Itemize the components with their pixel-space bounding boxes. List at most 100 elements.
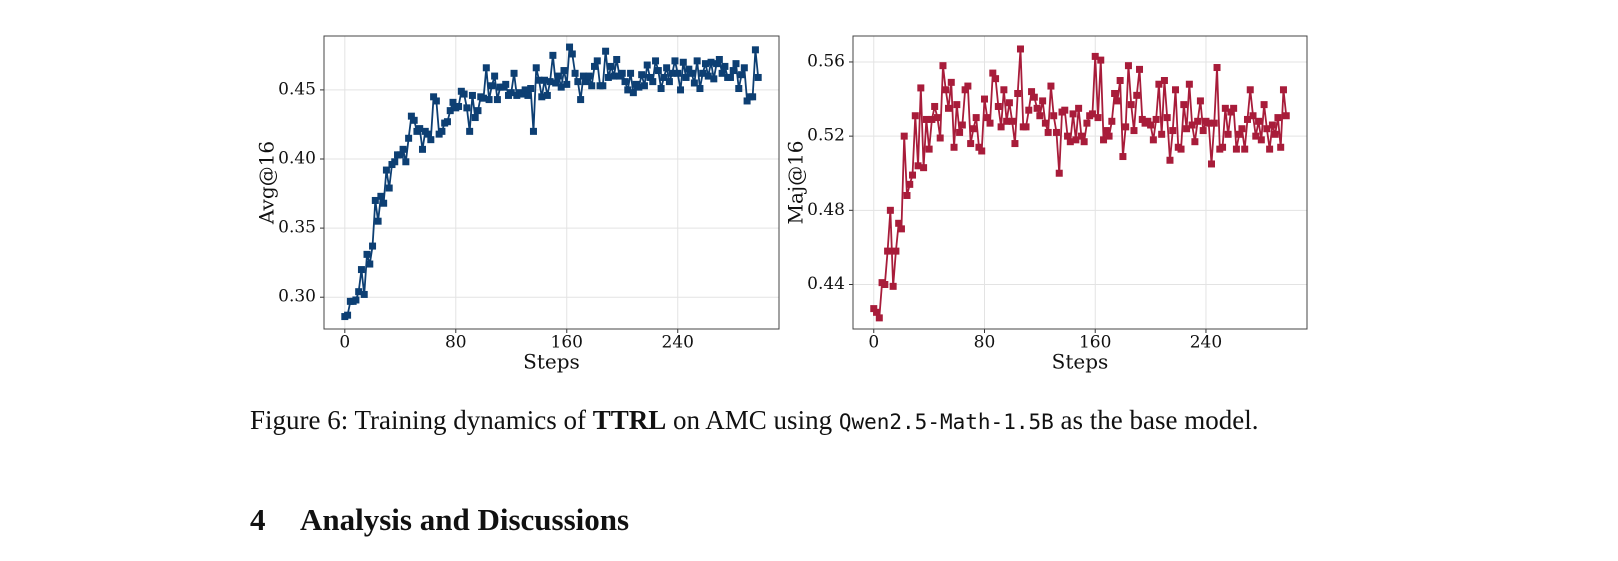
marker bbox=[1241, 145, 1249, 153]
marker bbox=[992, 75, 1000, 83]
marker bbox=[1080, 138, 1088, 146]
marker bbox=[377, 192, 385, 200]
marker bbox=[471, 114, 479, 122]
marker bbox=[749, 93, 757, 101]
marker bbox=[718, 69, 726, 77]
marker bbox=[873, 308, 881, 316]
section-heading: 4 Analysis and Discussions bbox=[250, 502, 629, 538]
marker bbox=[1124, 62, 1132, 70]
marker bbox=[665, 78, 673, 86]
marker bbox=[352, 296, 360, 304]
marker bbox=[1097, 56, 1105, 64]
marker bbox=[983, 114, 991, 122]
x-tick-label: 80 bbox=[974, 333, 996, 353]
marker bbox=[460, 90, 468, 98]
y-axis-label: Avg@16 bbox=[255, 141, 279, 225]
marker bbox=[1169, 127, 1177, 135]
marker bbox=[1050, 112, 1058, 120]
marker bbox=[1138, 115, 1146, 123]
marker bbox=[679, 58, 687, 66]
marker bbox=[1191, 138, 1199, 146]
marker bbox=[729, 67, 737, 75]
marker bbox=[922, 115, 930, 123]
marker bbox=[917, 84, 925, 92]
marker bbox=[344, 311, 352, 319]
marker bbox=[1111, 89, 1119, 97]
marker bbox=[1005, 99, 1013, 107]
marker bbox=[371, 196, 379, 204]
marker bbox=[1011, 140, 1019, 148]
y-tick-label: 0.40 bbox=[278, 149, 316, 169]
marker bbox=[886, 206, 894, 214]
marker bbox=[1008, 117, 1016, 125]
marker bbox=[635, 83, 643, 91]
marker bbox=[707, 58, 715, 66]
marker bbox=[1249, 112, 1257, 120]
marker bbox=[1025, 106, 1033, 114]
marker bbox=[652, 57, 660, 65]
marker bbox=[607, 62, 615, 70]
marker bbox=[754, 73, 762, 81]
marker bbox=[1282, 112, 1290, 120]
marker bbox=[1163, 114, 1171, 122]
marker bbox=[1136, 65, 1144, 73]
marker bbox=[593, 57, 601, 65]
marker bbox=[1255, 117, 1263, 125]
marker bbox=[704, 72, 712, 80]
marker bbox=[1072, 136, 1080, 144]
x-tick-label: 160 bbox=[551, 333, 583, 353]
marker bbox=[480, 94, 488, 102]
marker bbox=[638, 71, 646, 79]
x-tick-label: 240 bbox=[662, 333, 694, 353]
marker bbox=[740, 64, 748, 72]
marker bbox=[1199, 127, 1207, 135]
figure: 0 80 160 240 0.30 0.35 0.40 0.45 Steps Avg@16 0 80 1… bbox=[255, 35, 1308, 374]
marker bbox=[1077, 132, 1085, 140]
marker bbox=[571, 69, 579, 77]
marker bbox=[964, 82, 972, 90]
marker bbox=[1052, 128, 1060, 136]
marker bbox=[997, 123, 1005, 131]
marker bbox=[947, 78, 955, 86]
marker bbox=[1279, 86, 1287, 94]
marker bbox=[527, 85, 535, 93]
marker bbox=[396, 151, 404, 159]
marker bbox=[1268, 121, 1276, 129]
marker bbox=[1041, 119, 1049, 127]
marker bbox=[1094, 114, 1102, 122]
marker bbox=[931, 102, 939, 110]
marker bbox=[407, 112, 415, 120]
y-tick-label: 0.35 bbox=[278, 218, 316, 238]
marker bbox=[1183, 125, 1191, 133]
marker bbox=[660, 73, 668, 81]
marker bbox=[568, 50, 576, 58]
marker bbox=[640, 82, 648, 90]
marker bbox=[621, 78, 629, 86]
marker bbox=[563, 80, 571, 88]
marker bbox=[688, 69, 696, 77]
marker bbox=[591, 62, 599, 70]
marker bbox=[1160, 77, 1168, 85]
marker bbox=[1149, 136, 1157, 144]
marker bbox=[552, 79, 560, 87]
marker bbox=[911, 112, 919, 120]
marker bbox=[468, 91, 476, 99]
y-tick-label: 0.56 bbox=[807, 51, 845, 71]
marker bbox=[1246, 86, 1254, 94]
marker bbox=[507, 89, 515, 97]
marker bbox=[1022, 123, 1030, 131]
marker bbox=[430, 93, 438, 101]
marker bbox=[604, 73, 612, 81]
marker bbox=[699, 69, 707, 77]
marker bbox=[518, 90, 526, 98]
caption-text: Figure 6: Training dynamics of bbox=[250, 405, 586, 435]
marker bbox=[1155, 80, 1163, 88]
marker bbox=[355, 288, 363, 296]
marker bbox=[1147, 121, 1155, 129]
marker bbox=[1122, 123, 1130, 131]
marker bbox=[427, 136, 435, 144]
marker bbox=[1083, 119, 1091, 127]
marker bbox=[1105, 132, 1113, 140]
marker bbox=[1266, 145, 1274, 153]
marker bbox=[909, 171, 917, 179]
